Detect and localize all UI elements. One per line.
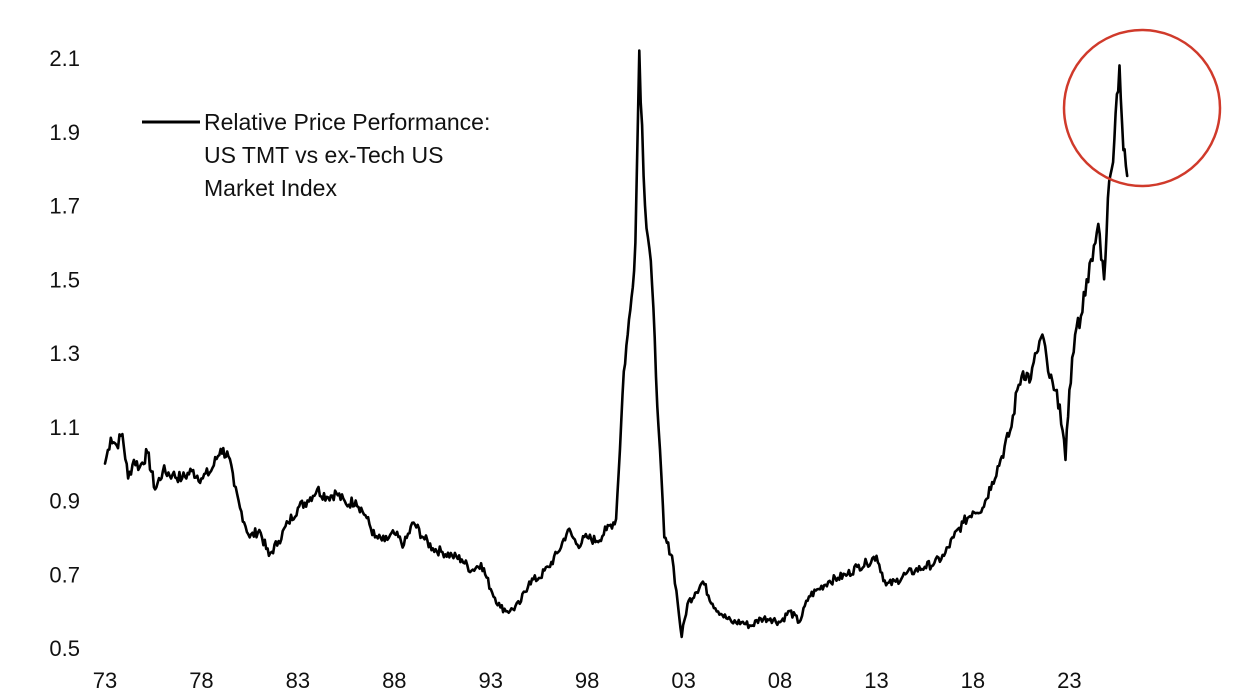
series-line: [103, 49, 1129, 639]
y-tick-label: 0.7: [49, 562, 80, 587]
y-tick-label: 1.5: [49, 267, 80, 292]
y-tick-label: 2.1: [49, 46, 80, 71]
x-tick-label: 98: [575, 668, 599, 693]
highlight-circle: [1062, 28, 1222, 188]
legend-label: Relative Price Performance: US TMT vs ex…: [204, 109, 497, 201]
x-tick-label: 08: [768, 668, 792, 693]
x-tick-label: 93: [478, 668, 502, 693]
x-tick-label: 83: [286, 668, 310, 693]
x-tick-label: 13: [864, 668, 888, 693]
series-layer: [103, 49, 1129, 639]
y-tick-label: 0.5: [49, 636, 80, 661]
y-axis-ticks: 0.5 0.7 0.9 1.1 1.3 1.5 1.7 1.9 2.1: [49, 46, 80, 661]
y-tick-label: 0.9: [49, 489, 80, 514]
x-tick-label: 73: [93, 668, 117, 693]
x-tick-label: 03: [671, 668, 695, 693]
y-tick-label: 1.9: [49, 120, 80, 145]
x-tick-label: 23: [1057, 668, 1081, 693]
legend-line-2: US TMT vs ex-Tech US: [204, 142, 443, 168]
x-tick-label: 88: [382, 668, 406, 693]
legend-line-3: Market Index: [204, 175, 337, 201]
x-tick-label: 78: [189, 668, 213, 693]
x-axis-ticks: 73 78 83 88 93 98 03 08 13 18 23: [93, 668, 1082, 693]
legend: Relative Price Performance: US TMT vs ex…: [142, 109, 497, 201]
y-tick-label: 1.1: [49, 415, 80, 440]
y-tick-label: 1.7: [49, 194, 80, 219]
legend-line-1: Relative Price Performance:: [204, 109, 490, 135]
y-tick-label: 1.3: [49, 341, 80, 366]
x-tick-label: 18: [961, 668, 985, 693]
